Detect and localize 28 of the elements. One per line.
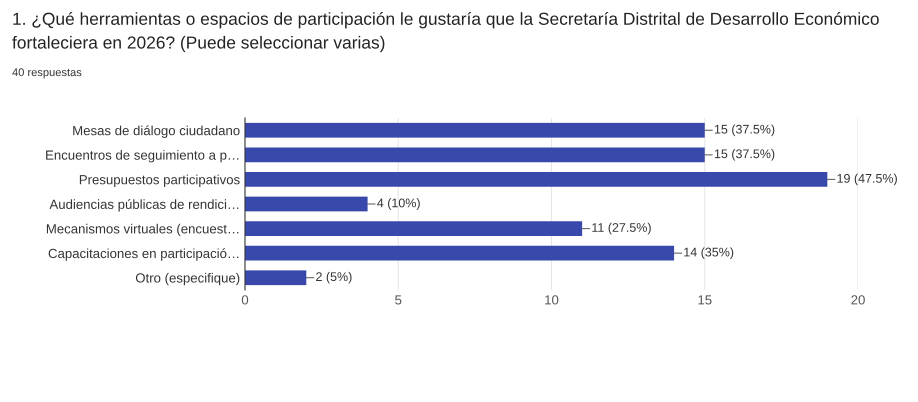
x-tick-label: 20 <box>851 295 865 305</box>
bar <box>245 270 306 286</box>
data-label: 4 (10%) <box>377 198 420 210</box>
data-label: 19 (47.5%) <box>838 174 897 186</box>
bar <box>245 122 705 138</box>
bar <box>245 147 705 162</box>
x-tick-label: 10 <box>545 295 558 305</box>
x-tick-label: 5 <box>395 295 402 305</box>
y-tick-label: Otro (especifique) <box>136 272 240 286</box>
bar <box>245 221 582 236</box>
data-label: 2 (5%) <box>316 272 352 284</box>
y-tick-label: Capacitaciones en participació… <box>48 248 238 261</box>
y-tick-label: Audiencias públicas de rendici… <box>49 199 238 212</box>
text: 40 respuestas <box>12 68 82 78</box>
data-label: 15 (37.5%) <box>714 124 774 136</box>
data-label: 11 (27.5%) <box>592 222 651 234</box>
bar <box>245 196 368 212</box>
data-label: 15 (37.5%) <box>714 149 774 161</box>
y-tick-label: Mecanismos virtuales (encuest… <box>46 224 238 236</box>
data-label: 14 (35%) <box>684 247 734 259</box>
y-tick-label: Mesas de diálogo ciudadano <box>73 125 240 138</box>
chart-title: 1. ¿Qué herramientas o espacios de participación le gustaría que la Secretaría Distrital de Desarrollo Económico fortaleciera en 2026? (Puede seleccionar varias) <box>12 12 879 52</box>
bar <box>245 246 674 261</box>
x-tick-label: 0 <box>242 295 248 305</box>
y-tick-label: Encuentros de seguimiento a p… <box>46 150 238 162</box>
x-tick-label: 15 <box>698 295 712 305</box>
bar <box>245 172 828 187</box>
y-tick-label: Presupuestos participativos <box>80 174 240 187</box>
